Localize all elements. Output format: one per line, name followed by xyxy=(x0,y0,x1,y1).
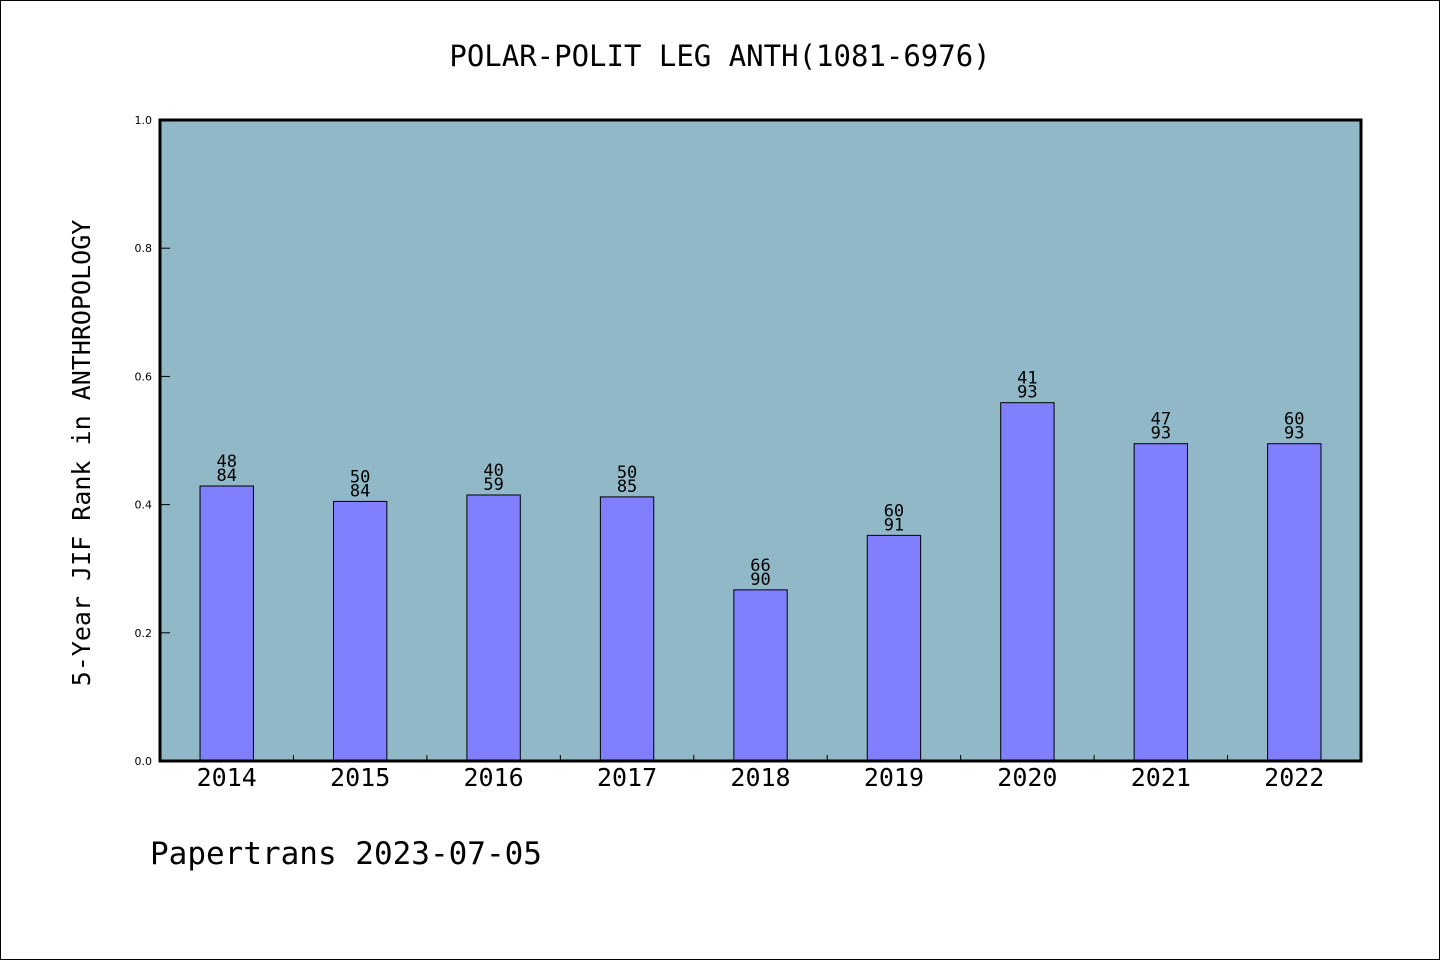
y-tick-label: 0.0 xyxy=(135,755,153,768)
bar-rank-label: 40 xyxy=(483,461,503,481)
y-tick-label: 0.6 xyxy=(135,370,153,383)
x-tick-label: 2015 xyxy=(330,763,390,792)
bar-2014 xyxy=(199,485,254,762)
footer-credit: Papertrans 2023-07-05 xyxy=(150,836,542,872)
bar-total-label: 91 xyxy=(884,515,904,535)
bar-2022 xyxy=(1267,443,1322,762)
y-axis-label: 5-Year JIF Rank in ANTHROPOLOGY xyxy=(67,220,96,687)
chart-title: POLAR-POLIT LEG ANTH(1081-6976) xyxy=(449,39,990,73)
bar-total-label: 93 xyxy=(1151,424,1171,444)
bar-2015 xyxy=(332,500,388,762)
y-tick-label: 0.2 xyxy=(135,627,153,640)
bar-rank-label: 47 xyxy=(1151,410,1171,430)
x-axis-ticks: 2014 2015 2016 2017 2018 2019 2020 2021 2022 xyxy=(197,755,1324,792)
bar-total-label: 90 xyxy=(750,570,770,590)
bar-2019 xyxy=(866,534,922,762)
bar-total-label: 93 xyxy=(1284,424,1304,444)
bar-total-label: 84 xyxy=(350,481,370,501)
bar-total-label: 85 xyxy=(617,477,637,497)
x-tick-label: 2020 xyxy=(997,763,1057,792)
bar-rank-label: 50 xyxy=(350,467,370,487)
x-tick-label: 2021 xyxy=(1131,763,1191,792)
bar-total-label: 84 xyxy=(216,466,236,486)
bar-rank-label: 50 xyxy=(617,463,637,483)
bar-rank-label: 66 xyxy=(750,556,770,576)
y-tick-label: 0.8 xyxy=(135,242,153,255)
bar-2020 xyxy=(1000,402,1055,762)
bar-2017 xyxy=(599,496,655,762)
x-tick-label: 2019 xyxy=(864,763,924,792)
y-tick-label: 0.4 xyxy=(135,499,153,512)
x-tick-label: 2022 xyxy=(1264,763,1324,792)
y-tick-label: 1.0 xyxy=(135,114,153,127)
bar-rank-label: 41 xyxy=(1017,369,1037,389)
bar-rank-label: 60 xyxy=(884,501,904,521)
x-tick-label: 2017 xyxy=(597,763,657,792)
bar-total-label: 93 xyxy=(1017,383,1037,403)
bar-rank-label: 60 xyxy=(1284,410,1304,430)
bar-rank-label: 48 xyxy=(216,452,236,472)
x-tick-label: 2018 xyxy=(730,763,790,792)
bar-2016 xyxy=(466,494,521,762)
bar-2018 xyxy=(733,589,788,762)
bar-series xyxy=(199,402,1322,762)
bar-total-label: 59 xyxy=(483,475,503,495)
x-tick-label: 2016 xyxy=(464,763,524,792)
bar-2021 xyxy=(1133,443,1189,762)
plot-frame xyxy=(158,118,1363,763)
y-axis-ticks: 0.0 0.2 0.4 0.6 0.8 1.0 xyxy=(135,114,170,768)
x-tick-label: 2014 xyxy=(197,763,257,792)
